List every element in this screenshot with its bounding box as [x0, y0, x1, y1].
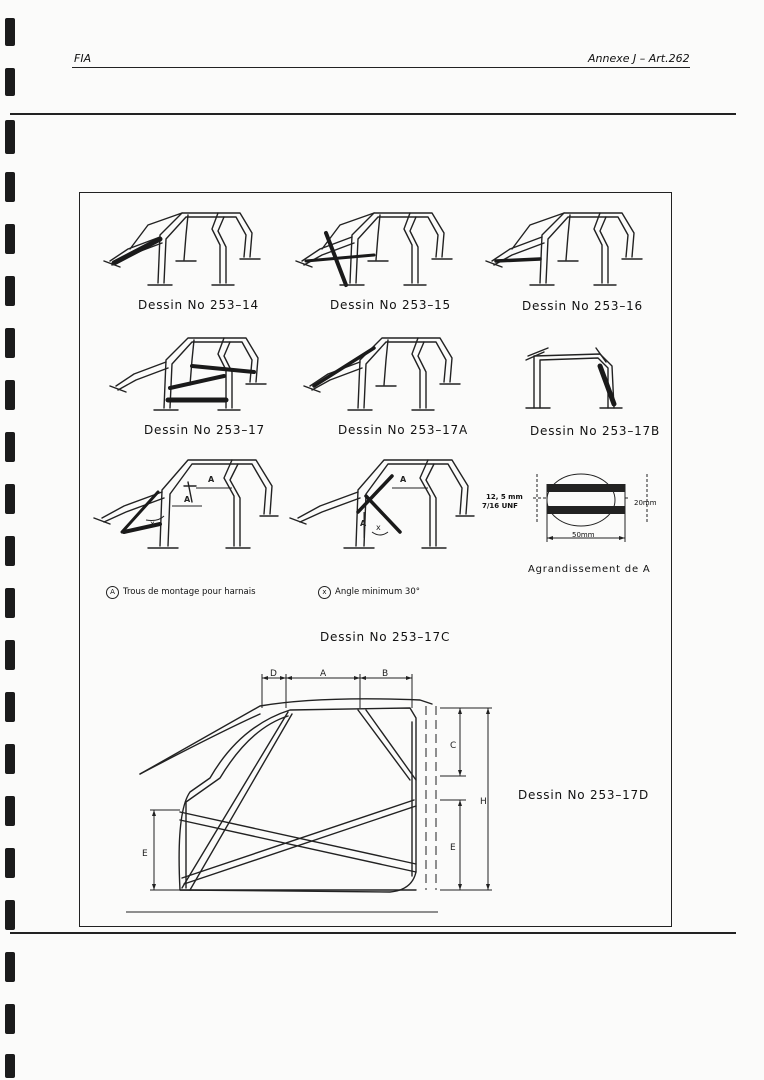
rollcage-253-17c-right-drawing: A A x [289, 459, 475, 549]
label-a-4: A [360, 519, 367, 528]
thread-unf-label: 7/16 UNF [482, 502, 518, 510]
header-right: Annexe J – Art.262 [588, 52, 690, 65]
rollcage-253-14-drawing [103, 212, 261, 286]
rollcage-253-17a-drawing [303, 337, 461, 411]
rollcage-253-15-drawing [295, 212, 453, 287]
binding-holes [0, 0, 24, 1080]
figure-frame [79, 192, 672, 927]
label-a-1: A [208, 475, 215, 484]
dim-label-a: A [320, 669, 327, 679]
legend-angle: x Angle minimum 30° [318, 586, 420, 599]
dim-label-d: D [270, 669, 277, 679]
caption-253-14: Dessin No 253–14 [138, 298, 259, 312]
legend-holes-symbol: A [106, 586, 119, 599]
detail-a-title: Agrandissement de A [528, 564, 651, 575]
dim-label-e-right: E [450, 843, 456, 853]
legend-holes-text: Trous de montage pour harnais [123, 587, 256, 597]
legend-angle-symbol: x [318, 586, 331, 599]
dim-label-b: B [382, 669, 388, 679]
dim-label-e-left: E [142, 849, 148, 859]
header-rule [72, 67, 690, 68]
width-50mm-label: 50mm [572, 531, 595, 539]
caption-253-17c: Dessin No 253–17C [320, 630, 451, 644]
thread-size-label: 12, 5 mm [486, 493, 523, 501]
width-20mm-label: 20mm [634, 499, 657, 507]
label-x-2: x [376, 523, 381, 532]
label-a-2: A [184, 495, 191, 504]
rollcage-253-17b-drawing [525, 347, 623, 409]
label-a-3: A [400, 475, 407, 484]
top-rule [10, 113, 736, 115]
caption-253-16: Dessin No 253–16 [522, 299, 643, 313]
dim-label-h: H [480, 797, 487, 807]
detail-a-drawing [533, 473, 648, 542]
rollcage-253-17c-left-drawing: A A x [93, 459, 279, 549]
bottom-rule [10, 932, 736, 934]
caption-253-17d: Dessin No 253–17D [518, 788, 650, 802]
caption-253-17a: Dessin No 253–17A [338, 423, 468, 437]
caption-253-17b: Dessin No 253–17B [530, 424, 661, 438]
rollcage-253-16-drawing [485, 212, 643, 286]
legend-holes: A Trous de montage pour harnais [106, 586, 256, 599]
rollcage-253-17-drawing [109, 337, 267, 411]
label-x-1: x [150, 519, 155, 528]
dim-label-c: C [450, 741, 456, 751]
caption-253-15: Dessin No 253–15 [330, 298, 451, 312]
legend-angle-text: Angle minimum 30° [335, 587, 420, 597]
car-side-view-253-17d-drawing: D A B E C E H [126, 669, 492, 913]
header-left: FIA [74, 52, 92, 65]
caption-253-17: Dessin No 253–17 [144, 423, 265, 437]
